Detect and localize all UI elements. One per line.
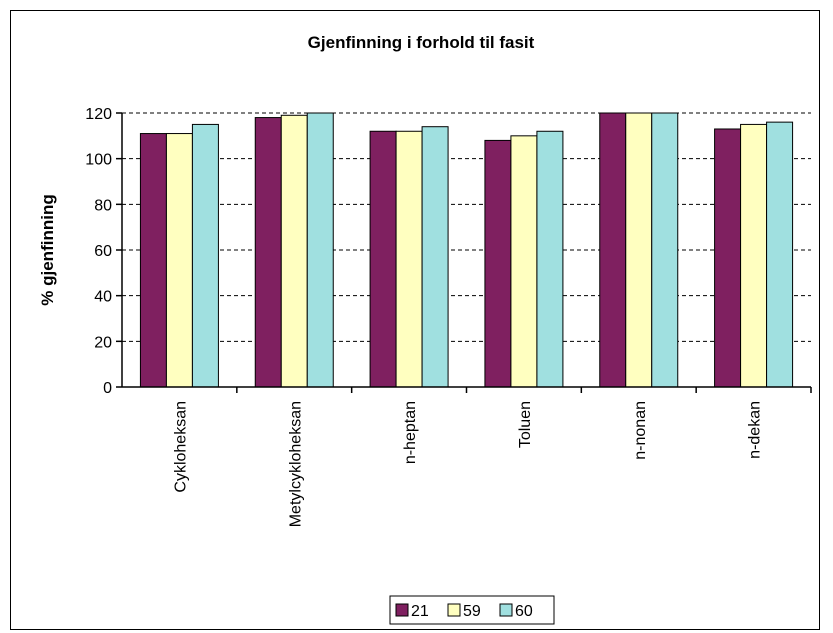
y-tick-label: 0 <box>103 380 112 397</box>
category-label: Toluen <box>517 401 534 448</box>
category-label: Metylcykloheksan <box>287 401 304 527</box>
bar <box>280 114 308 388</box>
bar <box>740 123 768 388</box>
bar <box>484 139 512 388</box>
category-label: Cykloheksan <box>172 401 189 493</box>
legend: 21 59 60 <box>389 595 555 625</box>
bar <box>191 123 219 388</box>
bar <box>766 121 794 388</box>
bar <box>599 112 627 388</box>
y-tick-label: 80 <box>94 197 112 214</box>
y-tick-label: 20 <box>94 334 112 351</box>
gridlines <box>122 112 811 342</box>
bar <box>510 135 538 388</box>
legend-box <box>389 595 555 625</box>
legend-label: 21 <box>411 603 429 620</box>
y-tick-label: 60 <box>94 243 112 260</box>
axes <box>116 112 812 393</box>
legend-label: 59 <box>463 603 481 620</box>
category-label: n-nonan <box>632 401 649 460</box>
bar <box>421 126 449 388</box>
y-tick-label: 120 <box>85 106 112 123</box>
bar <box>714 128 742 388</box>
category-label: n-heptan <box>402 401 419 464</box>
legend-swatch <box>447 603 461 617</box>
bar <box>369 130 397 388</box>
y-axis-label: % gjenfinning <box>38 194 57 305</box>
bar <box>625 112 653 388</box>
bar <box>306 112 334 388</box>
legend-swatch <box>395 603 409 617</box>
category-label: n-dekan <box>747 401 764 459</box>
y-tick-label: 100 <box>85 152 112 169</box>
y-ticks: 0 20 40 60 80 100 120 <box>85 106 112 397</box>
bar <box>139 133 167 388</box>
bar <box>395 130 423 388</box>
y-tick-label: 40 <box>94 289 112 306</box>
chart-title: Gjenfinning i forhold til fasit <box>308 33 535 52</box>
bar <box>254 117 282 388</box>
legend-label: 60 <box>515 603 533 620</box>
legend-swatch <box>499 603 513 617</box>
bar <box>536 130 564 388</box>
bar <box>165 133 193 388</box>
bar <box>651 112 679 388</box>
bars <box>139 112 794 388</box>
x-categories: Cykloheksan Metylcykloheksan n-heptan Tolue… <box>172 401 763 527</box>
